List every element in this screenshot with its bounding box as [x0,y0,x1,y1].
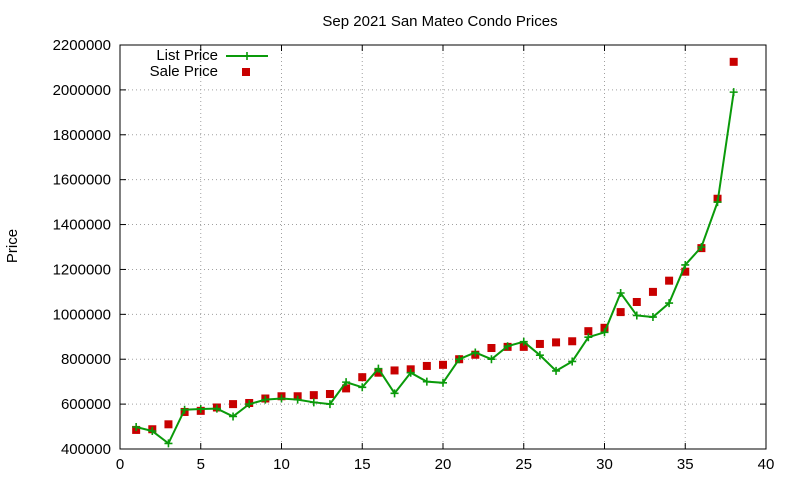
list-price-point [229,412,238,421]
list-price-point [196,405,205,414]
data-series [132,57,738,448]
list-price-point [132,423,141,432]
list-price-point [164,439,173,448]
list-price-point [439,378,447,387]
sale-price-point [535,339,544,348]
legend-label-list-price: List Price [156,47,218,64]
list-price-point [325,400,334,409]
sale-price-point [681,267,690,276]
x-tick-label: 5 [197,456,205,473]
sale-price-point [358,373,367,382]
list-price-point [245,400,254,409]
sale-price-point [422,361,431,370]
list-price-point [632,311,641,320]
list-price-point [309,398,318,407]
y-tick-label: 600000 [61,396,111,413]
sale-price-point [665,276,674,285]
list-price-point [665,299,674,308]
list-price-line [135,91,735,445]
y-tick-label: 2200000 [53,37,111,54]
sale-price-point [600,323,609,332]
sale-price-point [390,366,399,375]
x-tick-label: 15 [354,456,371,473]
sale-price-point [309,391,318,400]
plot-border [119,44,767,450]
list-price-point [487,355,496,364]
y-tick-label: 1400000 [53,217,111,234]
legend-marker-list-price [243,52,251,60]
list-price-point [390,389,399,398]
list-price-point [616,289,625,298]
sale-price-point [229,400,238,409]
list-price-point [471,348,480,357]
list-price-point [277,394,286,403]
x-tick-label: 10 [273,456,290,473]
sale-price-point [325,390,334,399]
sale-price-point [374,368,383,377]
sale-price-point [487,344,496,352]
sale-price-point [519,342,528,351]
y-tick-label: 1800000 [53,127,111,144]
x-tick-label: 0 [116,456,124,473]
list-price-point [455,355,464,364]
list-price-point [713,198,722,207]
chart-title: Sep 2021 San Mateo Condo Prices [322,13,557,30]
list-price-point [584,333,593,342]
sale-price-point [439,360,447,369]
sale-price-point [568,337,577,346]
legend-label-sale-price: Sale Price [150,63,218,80]
x-tick-label: 20 [435,456,452,473]
y-tick-label: 800000 [61,351,111,368]
y-tick-label: 1200000 [53,261,111,278]
list-price-point [600,328,609,337]
list-price-point [729,88,738,97]
sale-price-point [729,57,738,66]
x-tick-label: 30 [596,456,613,473]
list-price-point [648,313,657,322]
sale-price-point [632,297,641,306]
list-price-point [681,260,690,269]
list-price-point [422,377,431,386]
sale-price-point [584,327,593,336]
list-price-point [180,405,189,414]
list-price-point [697,243,706,251]
x-tick-label: 25 [515,456,532,473]
list-price-point [358,383,367,392]
list-price-point [519,337,528,346]
axis-ticks: 0 5 10 15 20 25 30 35 40 400000 600000 800000 100000… [53,37,775,473]
list-price-point [406,368,415,377]
list-price-point [212,404,221,413]
list-price-point [503,342,512,351]
x-tick-label: 40 [758,456,775,473]
sale-price-point [552,338,561,347]
grid-lines [120,45,766,449]
list-price-point [342,378,351,387]
x-tick-label: 35 [677,456,694,473]
list-price-point [293,395,302,404]
list-price-point [568,357,577,366]
y-tick-label: 1600000 [53,172,111,189]
sale-price-point [342,384,351,393]
list-price-point [261,395,270,404]
y-tick-label: 2000000 [53,82,111,99]
y-tick-label: 400000 [61,441,111,458]
legend-marker-sale-price [242,68,250,76]
list-price-point [374,364,383,373]
sale-price-point [164,420,173,429]
legend: List Price Sale Price [150,47,268,80]
list-price-point [552,366,561,375]
sale-price-point [648,287,657,296]
sale-price-point [616,308,625,317]
list-price-point [535,351,544,360]
y-axis-label: Price [4,229,21,263]
y-tick-label: 1000000 [53,306,111,323]
list-price-point [148,427,157,436]
